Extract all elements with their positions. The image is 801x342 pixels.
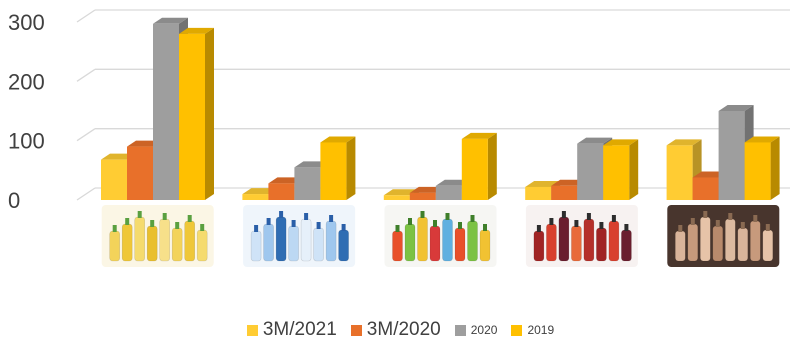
legend-item-2019: 2019 — [511, 323, 554, 337]
legend-item-3m-2020: 3M/2020 — [350, 319, 441, 341]
category-image-cosmetics — [667, 205, 780, 267]
bar-group-fruit-juices — [525, 137, 639, 200]
legend-label-2020: 2020 — [470, 323, 498, 337]
bar-2019-cosmetics — [744, 136, 780, 200]
bar-chart: 0 100 200 300 — [8, 9, 790, 267]
legend-item-2020: 2020 — [454, 323, 498, 337]
legend-label-2019: 2019 — [527, 323, 555, 337]
y-tick-label: 300 — [8, 10, 45, 35]
bar-2019-soft-drinks — [461, 132, 497, 200]
category-image-bottled-water — [243, 205, 356, 267]
bar-group-vegetable-oil — [101, 17, 214, 201]
legend-swatch-3m-2021 — [246, 324, 258, 336]
category-image-soft-drinks — [384, 205, 497, 267]
bar-group-bottled-water — [242, 136, 356, 200]
bar-2019-vegetable-oil — [179, 27, 214, 200]
y-tick-label: 200 — [8, 69, 45, 94]
legend-item-3m-2021: 3M/2021 — [246, 319, 337, 341]
y-tick-label: 100 — [8, 129, 45, 154]
legend-swatch-2020 — [454, 324, 466, 336]
y-tick-label: 0 — [8, 188, 20, 213]
legend-swatch-3m-2020 — [350, 324, 362, 336]
gridline-diagonal — [76, 68, 96, 82]
legend-swatch-2019 — [511, 324, 523, 336]
legend-label-3m-2020: 3M/2020 — [366, 319, 441, 340]
gridline-diagonal — [76, 128, 96, 142]
bar-2019-bottled-water — [320, 136, 356, 200]
gridline-diagonal — [76, 187, 96, 201]
category-image-fruit-juices — [525, 205, 638, 267]
legend: 3M/2021 3M/2020 2020 2019 — [0, 318, 801, 342]
category-images — [101, 205, 780, 267]
gridline-diagonal — [76, 9, 96, 23]
bars — [101, 17, 780, 201]
y-axis-ticks: 0 100 200 300 — [8, 10, 45, 213]
category-image-vegetable-oil — [101, 205, 214, 267]
bar-group-soft-drinks — [383, 132, 497, 200]
legend-label-3m-2021: 3M/2021 — [262, 319, 337, 340]
bar-2019-fruit-juices — [603, 139, 639, 200]
bar-group-cosmetics — [666, 105, 780, 200]
